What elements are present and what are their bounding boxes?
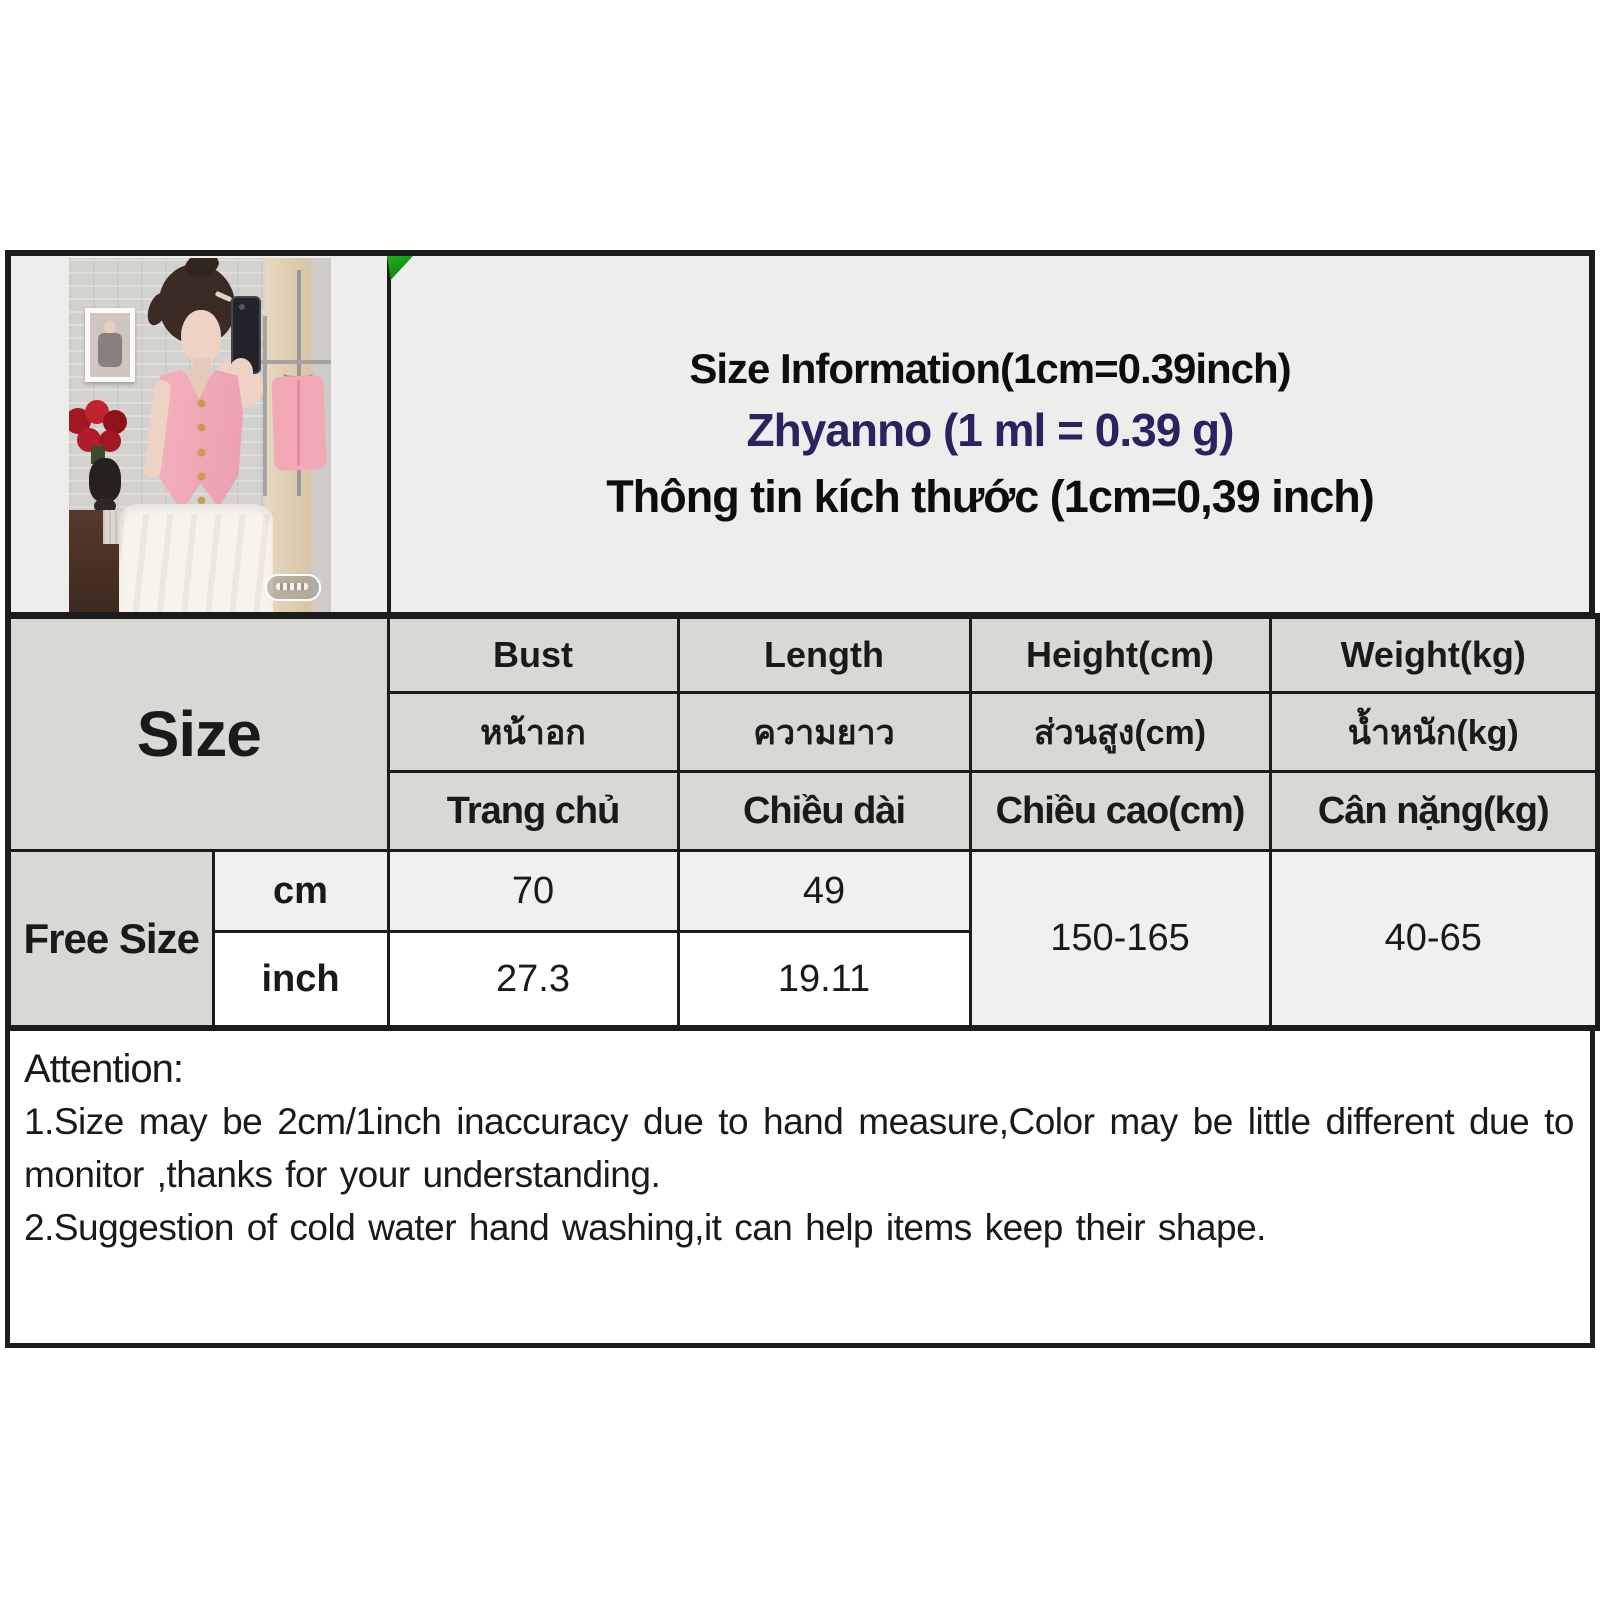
bust-value-cm: 70 — [386, 849, 680, 933]
col-header-weight-vi: Cân nặng(kg) — [1268, 770, 1600, 852]
clothes-rack-bar — [257, 360, 331, 364]
unit-label-inch: inch — [211, 930, 390, 1030]
unit-label-cm: cm — [211, 849, 390, 933]
size-corner-label: Size — [6, 614, 390, 852]
photo-watermark-badge — [265, 574, 321, 601]
green-corner-marker-icon — [387, 256, 413, 280]
top-section: Size Information(1cm=0.39inch) Zhyanno (… — [5, 250, 1595, 618]
header-row-en: Size Bust Length Height(cm) Weight(kg) — [6, 614, 1600, 852]
white-skirt — [119, 504, 273, 612]
col-header-height-vi: Chiều cao(cm) — [968, 770, 1272, 852]
attention-title: Attention: — [24, 1047, 184, 1091]
model-photo — [69, 258, 331, 612]
header-row-th: หน้าอก ความยาว ส่วนสูง(cm) น้ำหนัก(kg) — [8, 691, 1600, 773]
col-header-weight-th: น้ำหนัก(kg) — [1268, 691, 1600, 773]
col-header-bust-vi: Trang chủ — [386, 770, 680, 852]
vest-buttons — [197, 400, 205, 504]
data-row-cm: Free Size cm 70 49 150-165 40-65 — [6, 849, 1600, 1030]
phone-camera-icon — [239, 304, 245, 310]
col-header-bust-en: Bust — [386, 614, 680, 694]
clothes-rack-pole — [263, 316, 267, 496]
weight-range-value: 40-65 — [1268, 849, 1600, 1030]
col-header-height-en: Height(cm) — [968, 614, 1272, 694]
product-photo-cell — [11, 256, 391, 612]
size-info-header: Size Information(1cm=0.39inch) Zhyanno (… — [387, 256, 1589, 612]
model-face — [181, 310, 221, 364]
flower-vase — [89, 458, 121, 502]
hanging-top-placket — [297, 380, 300, 466]
frame-figure-body — [98, 333, 122, 367]
col-header-height-th: ส่วนสูง(cm) — [968, 691, 1272, 773]
size-table: Size Bust Length Height(cm) Weight(kg) ห… — [5, 613, 1600, 1031]
brand-conversion-line: Zhyanno (1 ml = 0.39 g) — [746, 404, 1235, 456]
size-info-title-en: Size Information(1cm=0.39inch) — [689, 345, 1291, 392]
height-range-value: 150-165 — [968, 849, 1272, 1030]
attention-note-2: 2.Suggestion of cold water hand washing,… — [24, 1207, 1266, 1248]
bust-value-inch: 27.3 — [386, 930, 680, 1030]
wall-picture-frame — [85, 308, 135, 382]
skirt-folds — [119, 514, 273, 612]
col-header-length-en: Length — [676, 614, 972, 694]
size-chart-sheet: Size Information(1cm=0.39inch) Zhyanno (… — [5, 250, 1600, 1348]
length-value-cm: 49 — [676, 849, 972, 933]
size-info-title-vi: Thông tin kích thước (1cm=0,39 inch) — [606, 471, 1374, 522]
header-row-vi: Trang chủ Chiều dài Chiều cao(cm) Cân nặ… — [8, 770, 1600, 852]
watermark-smudge — [276, 583, 308, 590]
free-size-label: Free Size — [6, 849, 215, 1030]
col-header-bust-th: หน้าอก — [386, 691, 680, 773]
attention-section: Attention: 1.Size may be 2cm/1inch inacc… — [5, 1026, 1595, 1348]
col-header-length-th: ความยาว — [676, 691, 972, 773]
frame-photo — [90, 313, 130, 377]
attention-note-1: 1.Size may be 2cm/1inch inaccuracy due t… — [24, 1101, 1575, 1195]
col-header-length-vi: Chiều dài — [676, 770, 972, 852]
frame-figure-head — [104, 321, 116, 333]
col-header-weight-en: Weight(kg) — [1268, 614, 1600, 694]
length-value-inch: 19.11 — [676, 930, 972, 1030]
